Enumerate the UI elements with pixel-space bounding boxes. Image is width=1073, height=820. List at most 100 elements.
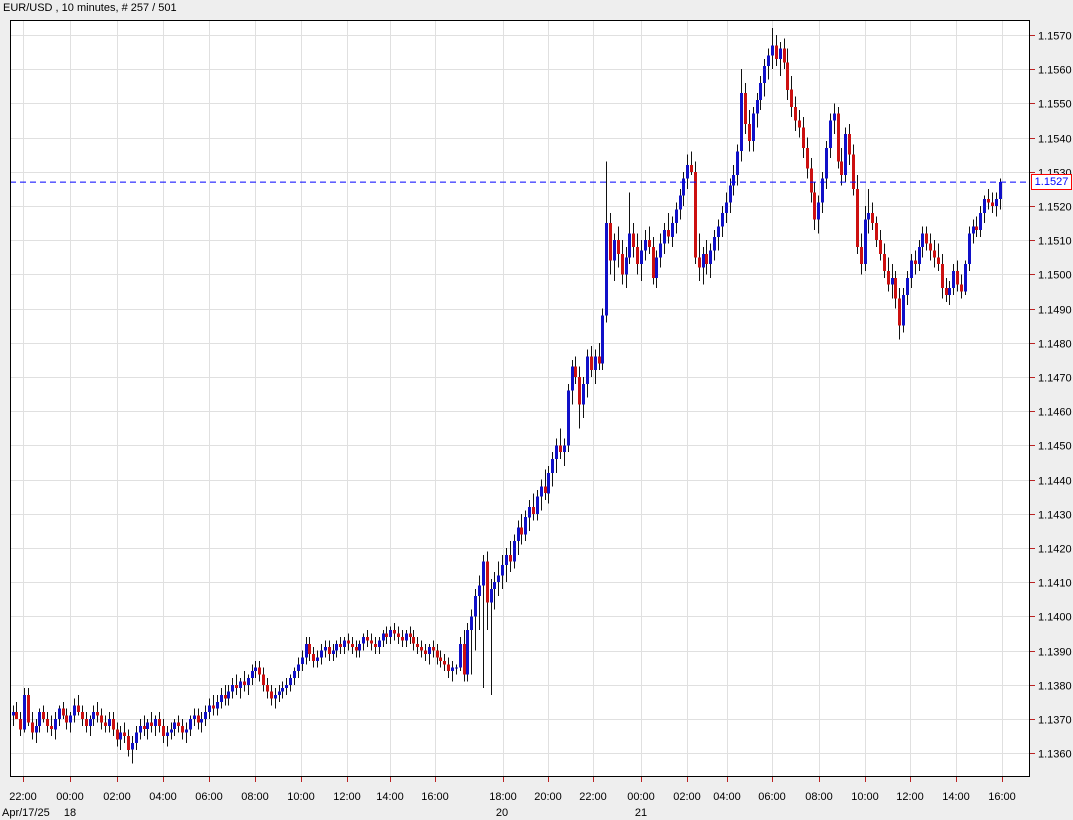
- candle-up: [524, 517, 527, 535]
- candle-up: [732, 175, 735, 186]
- candle-down: [420, 647, 423, 651]
- candle-up: [343, 640, 346, 648]
- x-axis-date-label: 18: [64, 807, 76, 819]
- candle-down: [409, 633, 412, 637]
- candle-up: [335, 643, 338, 651]
- candle-down: [632, 233, 635, 248]
- candle-down: [945, 288, 948, 295]
- candle-up: [717, 226, 720, 237]
- candle-up: [513, 541, 516, 562]
- candle-down: [127, 736, 130, 750]
- candle-up: [679, 195, 682, 210]
- candle-down: [123, 732, 126, 737]
- candle-down: [783, 48, 786, 63]
- candle-down: [270, 691, 273, 699]
- candle-down: [690, 165, 693, 172]
- candle-down: [883, 253, 886, 271]
- candle-down: [162, 725, 165, 737]
- candle-up: [921, 233, 924, 248]
- candle-up: [239, 681, 242, 689]
- candle-up: [332, 650, 335, 654]
- candle-up: [166, 732, 169, 737]
- candle-up: [89, 719, 92, 726]
- candle-up: [289, 678, 292, 685]
- candle-up: [274, 695, 277, 699]
- candle-down: [197, 715, 200, 723]
- candle-down: [262, 674, 265, 685]
- x-axis-label: 22:00: [579, 791, 607, 803]
- candle-up: [204, 712, 207, 719]
- candle-up: [771, 45, 774, 56]
- candle-up: [23, 695, 26, 730]
- candle-down: [960, 284, 963, 292]
- candle-down: [636, 247, 639, 265]
- candle-down: [31, 722, 34, 733]
- candle-up: [131, 742, 134, 750]
- candle-up: [35, 725, 38, 733]
- candle-up: [451, 667, 454, 672]
- candle-up: [478, 585, 481, 596]
- candle-down: [991, 202, 994, 206]
- x-axis-label: 14:00: [376, 791, 404, 803]
- candle-up: [663, 229, 666, 244]
- candle-up: [293, 671, 296, 678]
- candle-down: [698, 257, 701, 268]
- candle-up: [378, 640, 381, 648]
- candle-down: [328, 647, 331, 654]
- candle-down: [887, 271, 890, 285]
- candle-up: [466, 630, 469, 675]
- y-axis-label: 1.1450: [1038, 441, 1072, 453]
- candle-up: [254, 667, 257, 672]
- candle-up: [995, 199, 998, 206]
- candle-down: [879, 240, 882, 254]
- candle-up: [948, 288, 951, 295]
- candle-up: [316, 657, 319, 661]
- candle-up: [38, 712, 41, 726]
- candle-down: [401, 636, 404, 641]
- candle-down: [432, 647, 435, 651]
- candle-down: [598, 356, 601, 364]
- candle-up: [139, 725, 142, 733]
- x-axis-label: 12:00: [896, 791, 924, 803]
- candle-up: [551, 459, 554, 473]
- x-axis-label: 16:00: [421, 791, 449, 803]
- x-axis-label: 22:00: [9, 791, 37, 803]
- candle-down: [158, 719, 161, 726]
- y-axis-label: 1.1550: [1038, 99, 1072, 111]
- candle-up: [756, 100, 759, 114]
- candle-up: [729, 185, 732, 203]
- candle-up: [864, 219, 867, 265]
- candle-up: [497, 575, 500, 583]
- x-axis-label: 14:00: [942, 791, 970, 803]
- y-axis-label: 1.1370: [1038, 715, 1072, 727]
- candle-up: [428, 647, 431, 654]
- candle-down: [609, 223, 612, 261]
- candle-down: [652, 247, 655, 278]
- candle-down: [224, 695, 227, 699]
- candle-up: [482, 561, 485, 586]
- candle-down: [424, 650, 427, 654]
- candle-down: [81, 712, 84, 719]
- candle-up: [671, 223, 674, 237]
- y-axis-label: 1.1560: [1038, 65, 1072, 77]
- candle-down: [933, 250, 936, 258]
- candle-down: [956, 271, 959, 285]
- candle-up: [358, 643, 361, 651]
- candle-down: [439, 657, 442, 661]
- y-axis-label: 1.1570: [1038, 31, 1072, 43]
- candle-down: [848, 134, 851, 155]
- candle-down: [790, 89, 793, 107]
- x-axis-label: 12:00: [333, 791, 361, 803]
- x-axis-label: 00:00: [627, 791, 655, 803]
- candle-up: [582, 383, 585, 405]
- y-axis-label: 1.1510: [1038, 236, 1072, 248]
- candle-down: [65, 715, 68, 723]
- candle-up: [906, 277, 909, 295]
- candle-down: [748, 123, 751, 141]
- candle-up: [613, 240, 616, 261]
- candle-up: [490, 589, 493, 603]
- candle-down: [894, 277, 897, 299]
- candle-down: [987, 199, 990, 203]
- candle-up: [459, 643, 462, 668]
